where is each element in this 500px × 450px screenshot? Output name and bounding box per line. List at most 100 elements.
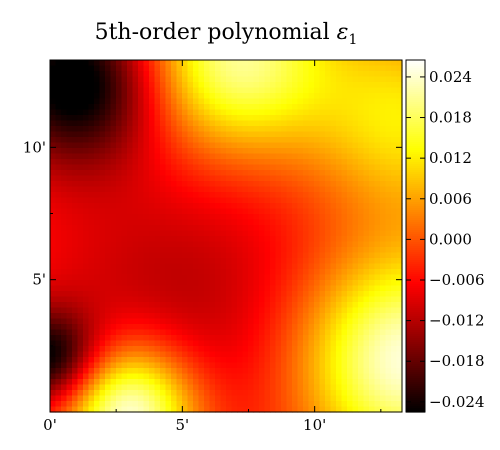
heatmap-cell — [330, 291, 337, 298]
heatmap-cell — [341, 170, 348, 177]
heatmap-cell — [50, 324, 57, 331]
heatmap-cell — [237, 71, 244, 78]
heatmap-cell — [341, 131, 348, 138]
heatmap-cell — [154, 269, 161, 276]
heatmap-cell — [105, 142, 112, 149]
heatmap-cell — [226, 170, 233, 177]
heatmap-cell — [154, 340, 161, 347]
heatmap-cell — [352, 280, 359, 287]
heatmap-cell — [83, 153, 90, 160]
heatmap-cell — [143, 285, 150, 292]
heatmap-cell — [314, 131, 321, 138]
heatmap-cell — [215, 164, 222, 171]
heatmap-cell — [94, 274, 101, 281]
heatmap-cell — [369, 153, 376, 160]
heatmap-cell — [121, 109, 128, 116]
heatmap-cell — [66, 208, 73, 215]
heatmap-cell — [292, 219, 299, 226]
heatmap-cell — [50, 65, 57, 72]
heatmap-cell — [259, 296, 266, 303]
heatmap-cell — [286, 170, 293, 177]
heatmap-cell — [99, 60, 106, 67]
heatmap-cell — [259, 197, 266, 204]
heatmap-cell — [347, 170, 354, 177]
heatmap-cell — [193, 252, 200, 259]
heatmap-cell — [286, 126, 293, 133]
heatmap-cell — [358, 126, 365, 133]
heatmap-cell — [99, 252, 106, 259]
heatmap-cell — [116, 274, 123, 281]
heatmap-cell — [66, 329, 73, 336]
heatmap-cell — [259, 236, 266, 243]
heatmap-cell — [303, 401, 310, 408]
heatmap-cell — [198, 307, 205, 314]
heatmap-cell — [61, 170, 68, 177]
heatmap-cell — [143, 65, 150, 72]
heatmap-cell — [314, 181, 321, 188]
heatmap-cell — [259, 186, 266, 193]
heatmap-cell — [61, 335, 68, 342]
heatmap-cell — [182, 368, 189, 375]
heatmap-cell — [281, 274, 288, 281]
heatmap-cell — [72, 252, 79, 259]
heatmap-cell — [286, 291, 293, 298]
heatmap-cell — [319, 263, 326, 270]
heatmap-cell — [143, 280, 150, 287]
heatmap-cell — [182, 93, 189, 100]
heatmap-cell — [110, 65, 117, 72]
heatmap-cell — [149, 137, 156, 144]
heatmap-cell — [226, 164, 233, 171]
heatmap-cell — [314, 230, 321, 237]
heatmap-cell — [154, 384, 161, 391]
heatmap-cell — [231, 384, 238, 391]
heatmap-cell — [209, 87, 216, 94]
heatmap-cell — [165, 395, 172, 402]
heatmap-cell — [72, 164, 79, 171]
heatmap-cell — [132, 137, 139, 144]
heatmap-cell — [242, 153, 249, 160]
heatmap-cell — [396, 208, 403, 215]
heatmap-cell — [132, 318, 139, 325]
heatmap-cell — [220, 368, 227, 375]
heatmap-cell — [215, 175, 222, 182]
heatmap-cell — [281, 192, 288, 199]
heatmap-cell — [138, 104, 145, 111]
heatmap-cell — [248, 131, 255, 138]
heatmap-cell — [198, 164, 205, 171]
heatmap-cell — [165, 373, 172, 380]
colorbar-segment — [406, 288, 425, 291]
heatmap-cell — [226, 335, 233, 342]
heatmap-cell — [209, 142, 216, 149]
heatmap-cell — [154, 329, 161, 336]
heatmap-cell — [99, 230, 106, 237]
heatmap-cell — [55, 285, 62, 292]
heatmap-cell — [105, 159, 112, 166]
heatmap-cell — [308, 302, 315, 309]
heatmap-cell — [83, 285, 90, 292]
heatmap-cell — [231, 302, 238, 309]
heatmap-cell — [319, 357, 326, 364]
heatmap-cell — [336, 247, 343, 254]
heatmap-cell — [88, 76, 95, 83]
heatmap-cell — [352, 115, 359, 122]
heatmap-cell — [160, 362, 167, 369]
heatmap-cell — [363, 241, 370, 248]
heatmap-cell — [336, 219, 343, 226]
heatmap-cell — [127, 87, 134, 94]
heatmap-cell — [374, 76, 381, 83]
heatmap-cell — [193, 280, 200, 287]
heatmap-cell — [61, 93, 68, 100]
heatmap-cell — [143, 335, 150, 342]
heatmap-cell — [325, 126, 332, 133]
heatmap-cell — [198, 324, 205, 331]
heatmap-cell — [176, 225, 183, 232]
heatmap-cell — [297, 379, 304, 386]
heatmap-cell — [132, 302, 139, 309]
heatmap-cell — [226, 120, 233, 127]
heatmap-cell — [220, 170, 227, 177]
heatmap-cell — [105, 291, 112, 298]
heatmap-cell — [248, 214, 255, 221]
heatmap-cell — [61, 324, 68, 331]
colorbar-segment — [406, 388, 425, 391]
heatmap-cell — [143, 153, 150, 160]
